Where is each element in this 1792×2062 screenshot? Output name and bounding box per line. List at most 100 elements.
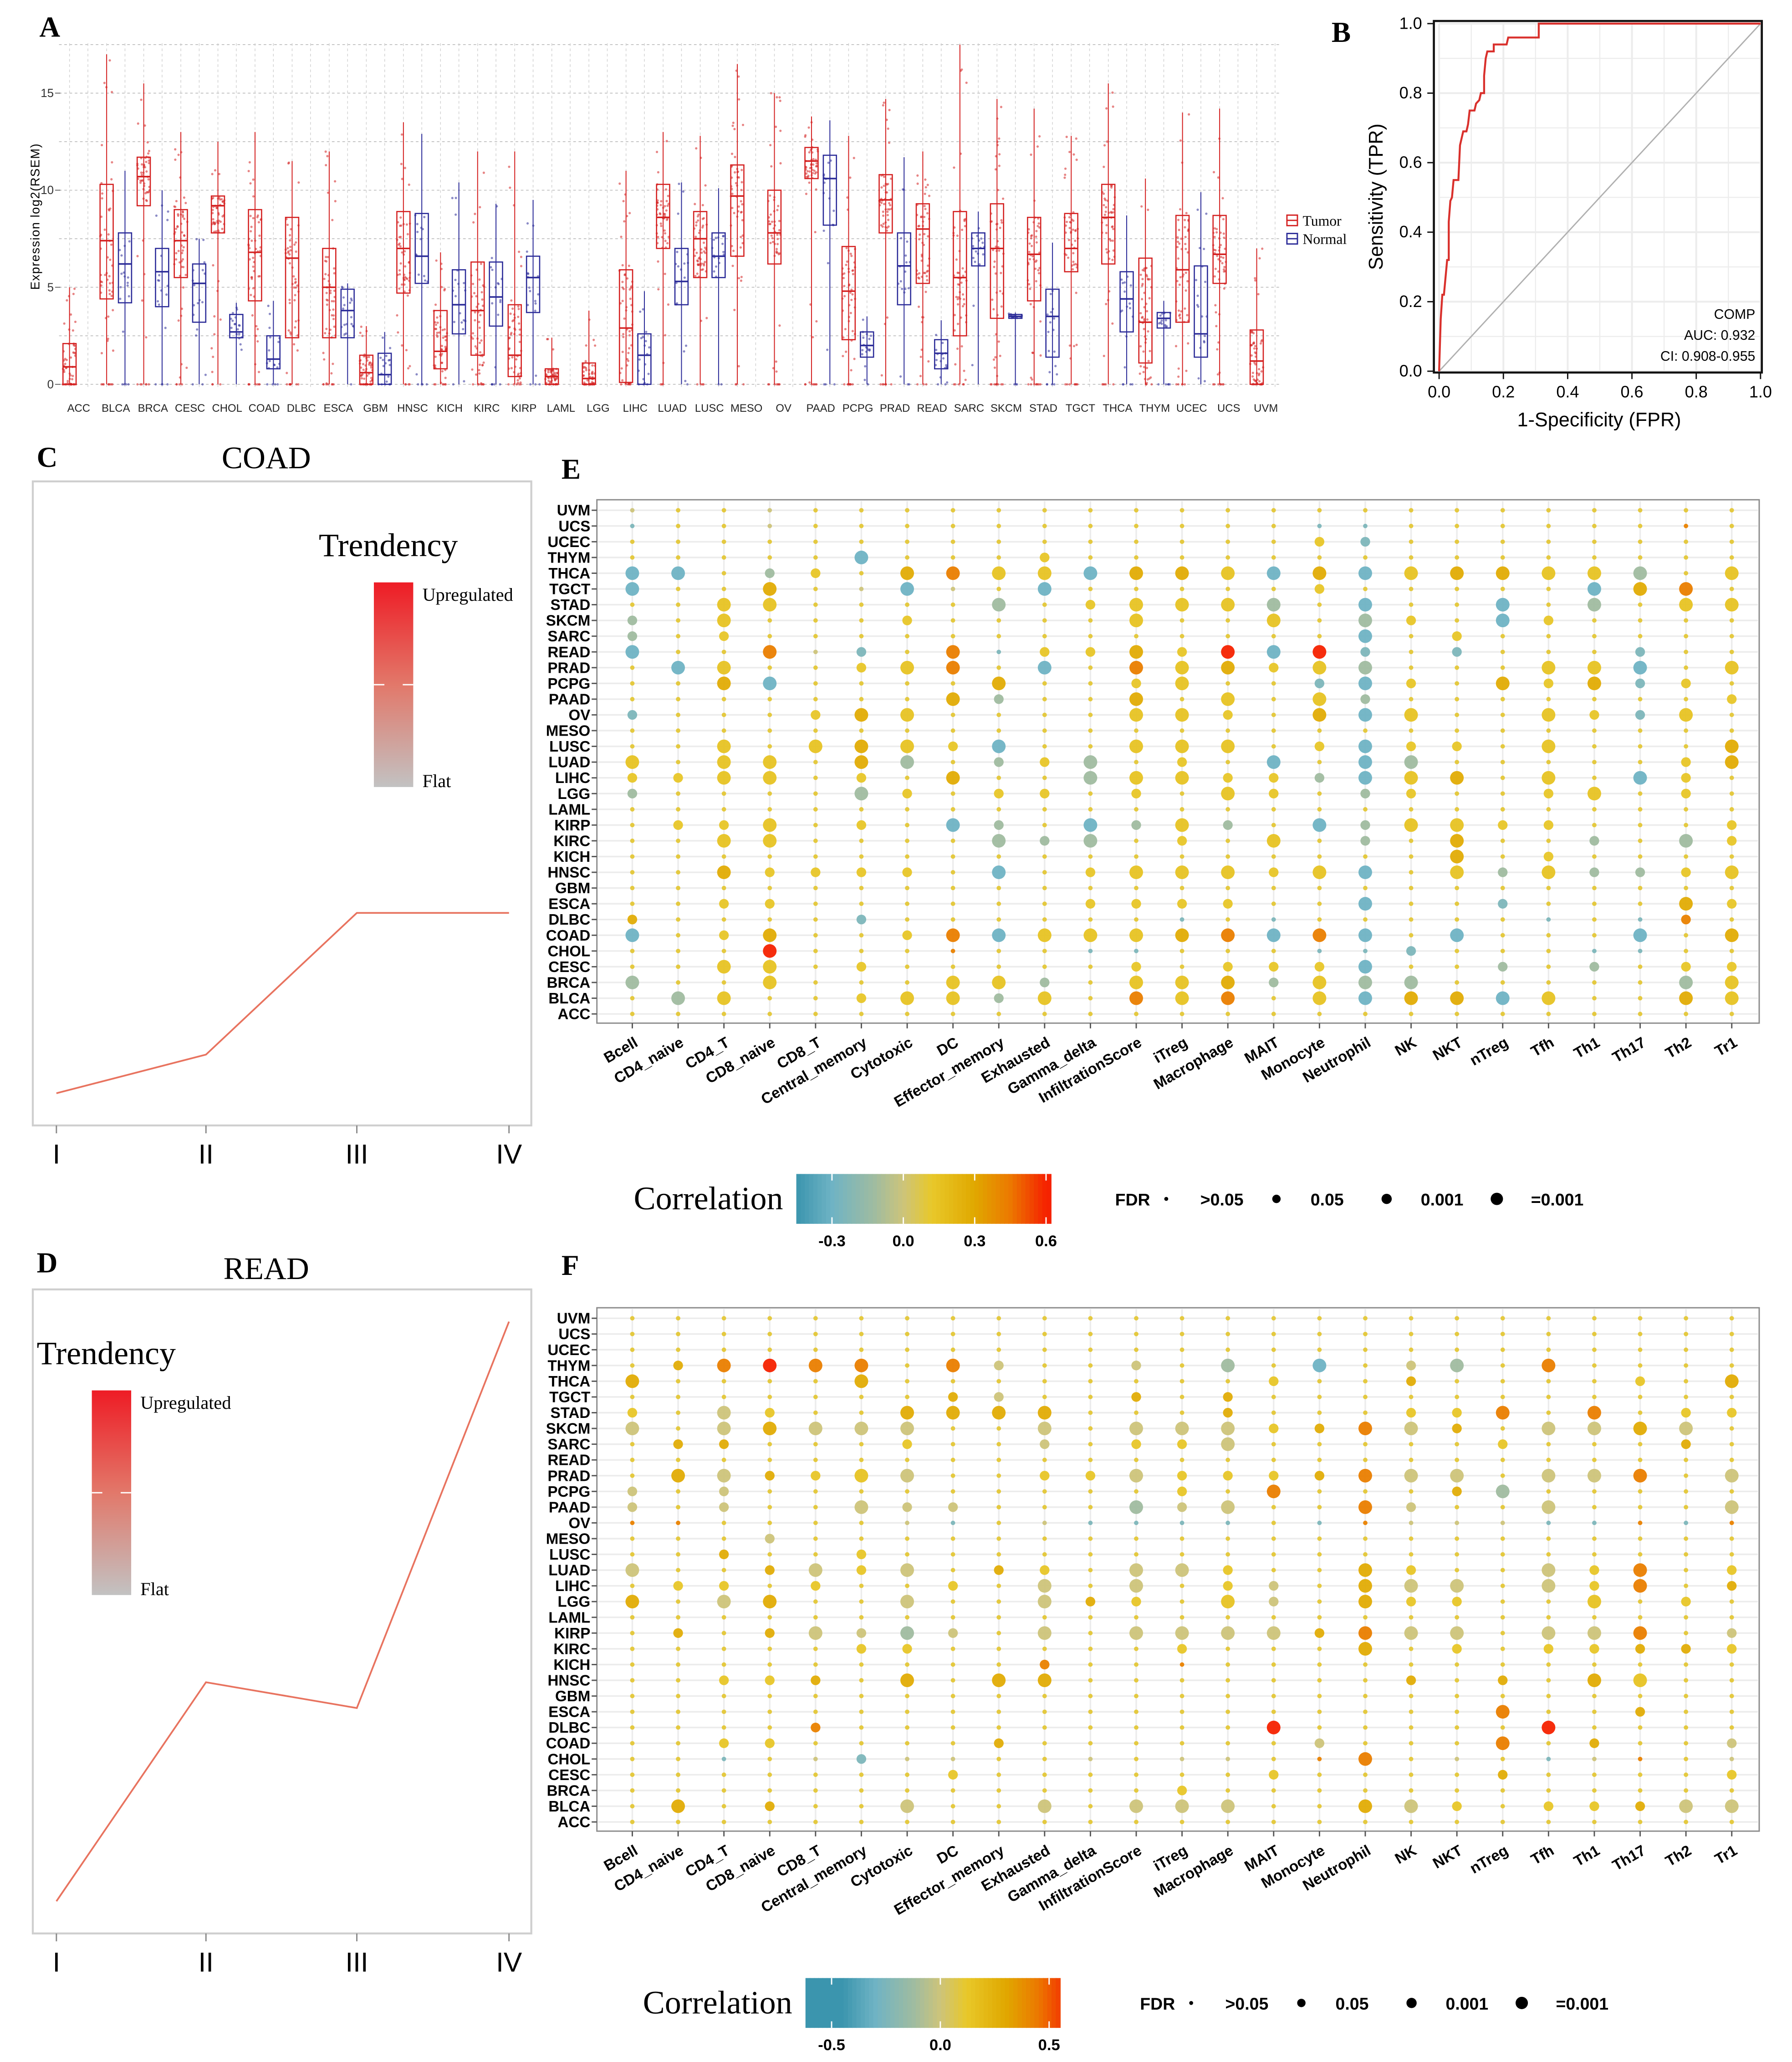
data-point: [443, 328, 446, 331]
dot-kich-th17: [1638, 1662, 1643, 1667]
dot-ucs-ntreg: [1500, 523, 1505, 528]
data-point: [812, 383, 815, 386]
dot-laml-th1: [1592, 807, 1597, 812]
data-point: [1197, 305, 1200, 308]
dot-paad-neutrophil: [1358, 1500, 1372, 1514]
row-label: STAD: [551, 1405, 591, 1422]
data-point: [1178, 229, 1180, 231]
dot-thca-cd4_naive: [671, 566, 685, 580]
data-point: [683, 350, 685, 353]
data-point: [479, 314, 482, 317]
dot-dlbc-itreg: [1179, 1725, 1184, 1730]
dot-paad-th2: [1684, 697, 1689, 701]
data-point: [527, 272, 530, 275]
data-point: [111, 161, 113, 164]
dot-skcm-th17: [1633, 1422, 1647, 1436]
dot-ucec-th1: [1592, 539, 1597, 544]
data-point: [100, 215, 103, 218]
dot-coad-central_memory: [859, 1741, 864, 1746]
dot-sarc-dc: [950, 634, 955, 639]
data-point: [628, 264, 630, 267]
data-point: [1258, 380, 1261, 383]
dot-hnsc-central_memory: [859, 1678, 864, 1683]
data-point: [899, 280, 902, 283]
dot-kich-cytotoxic: [905, 1662, 909, 1667]
colorbar-segment: [1013, 1978, 1018, 2028]
data-point: [775, 125, 777, 128]
colorbar-segment: [813, 1174, 818, 1224]
dot-uvm-th2: [1684, 1316, 1689, 1321]
dot-laml-nkt: [1455, 807, 1460, 812]
data-point: [529, 383, 532, 386]
data-point: [181, 231, 184, 234]
dot-tgct-central_memory: [859, 1395, 864, 1399]
dot-ov-th1: [1592, 1520, 1597, 1525]
dot-lgg-mait: [1269, 788, 1279, 798]
data-point: [118, 249, 121, 251]
data-point: [846, 260, 848, 263]
row-label: LAML: [548, 1609, 590, 1626]
box: [192, 263, 207, 323]
dot-sarc-neutrophil: [1363, 1442, 1368, 1447]
dot-skcm-tfh: [1543, 615, 1554, 625]
dot-lusc-neutrophil: [1358, 739, 1372, 753]
data-point: [480, 262, 483, 265]
dot-laml-th1: [1592, 1615, 1597, 1620]
data-point: [997, 340, 1000, 343]
dot-skcm-monocyte: [1317, 618, 1322, 623]
dot-gbm-central_memory: [859, 1694, 864, 1699]
dot-gbm-bcell: [630, 885, 635, 890]
data-point: [1196, 294, 1199, 297]
row-label: KIRP: [554, 1625, 590, 1642]
data-point: [110, 295, 113, 297]
dot-thym-nkt: [1455, 555, 1460, 560]
data-point: [657, 235, 659, 238]
data-point: [701, 383, 704, 386]
dot-luad-gamma_delta: [1083, 755, 1098, 769]
data-point: [526, 250, 528, 253]
dot-paad-cd4_naive: [676, 1504, 680, 1509]
dot-read-cd8_t: [813, 1458, 818, 1463]
data-point: [722, 253, 725, 256]
colorbar-segment: [991, 1174, 996, 1224]
data-point: [294, 294, 296, 297]
dot-lusc-cd4_t: [719, 1549, 729, 1560]
dot-kirp-central_memory: [856, 1628, 867, 1638]
data-point: [297, 181, 300, 184]
data-point: [849, 176, 852, 179]
dot-thca-th17: [1635, 1376, 1645, 1387]
dot-cesc-monocyte: [1314, 962, 1325, 972]
dot-ucec-gamma_delta: [1088, 1347, 1093, 1352]
data-point: [148, 159, 150, 162]
dot-acc-gamma_delta: [1088, 1820, 1093, 1824]
data-point: [953, 166, 955, 169]
dot-esca-gamma_delta: [1088, 1709, 1093, 1714]
dot-thca-central_memory: [859, 571, 864, 576]
dot-prad-nkt: [1450, 1468, 1464, 1483]
data-point: [322, 383, 325, 386]
dot-kich-cd8_naive: [767, 1662, 772, 1667]
data-point: [776, 243, 779, 246]
colorbar-segment: [919, 1174, 924, 1224]
dot-esca-bcell: [630, 1709, 635, 1714]
data-point: [1046, 313, 1049, 316]
dot-read-cd4_naive: [676, 1458, 680, 1463]
dot-esca-effector_memory: [996, 901, 1001, 906]
data-point: [507, 383, 510, 386]
dot-sarc-macrophage: [1225, 634, 1230, 639]
data-point: [462, 319, 465, 322]
tumor-box: [173, 132, 189, 386]
row-label: LUSC: [549, 738, 590, 755]
dot-uvm-th1: [1592, 508, 1597, 513]
data-point: [510, 367, 513, 369]
data-point: [293, 243, 296, 246]
data-point: [880, 186, 883, 189]
dot-chol-tfh: [1546, 1756, 1551, 1761]
dot-kirp-tfh: [1542, 1626, 1556, 1640]
data-point: [1217, 341, 1220, 344]
data-point: [70, 313, 72, 316]
data-point: [490, 266, 492, 269]
dot-brca-exhausted: [1040, 977, 1050, 988]
dot-prad-tr1: [1725, 660, 1739, 675]
dot-coad-infiltrationscore: [1134, 1741, 1139, 1746]
